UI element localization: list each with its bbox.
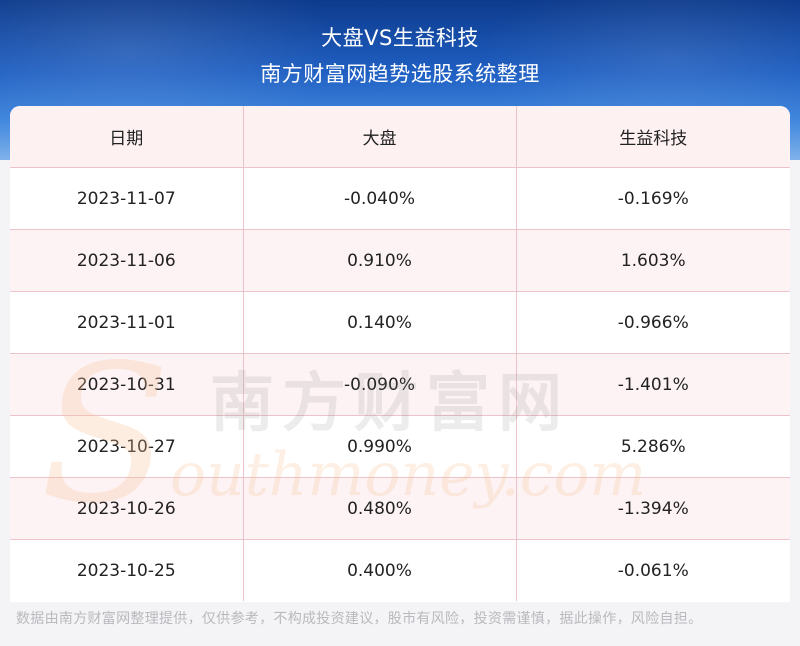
cell-market-change: -0.040%: [243, 167, 517, 230]
cell-market-change: 0.990%: [243, 415, 517, 478]
cell-date: 2023-11-01: [10, 291, 244, 354]
table-row: 2023-10-27 0.990% 5.286%: [10, 415, 790, 478]
table-row: 2023-11-06 0.910% 1.603%: [10, 229, 790, 292]
cell-market-change: 0.400%: [243, 539, 517, 601]
cell-date: 2023-10-27: [10, 415, 244, 478]
table-row: 2023-11-07 -0.040% -0.169%: [10, 167, 790, 230]
cell-date: 2023-11-06: [10, 229, 244, 292]
cell-stock-change: -0.061%: [516, 539, 790, 601]
cell-stock-change: -0.169%: [516, 167, 790, 230]
cell-market-change: -0.090%: [243, 353, 517, 416]
table-row: 2023-11-01 0.140% -0.966%: [10, 291, 790, 354]
cell-date: 2023-10-25: [10, 539, 244, 601]
disclaimer-footer: 数据由南方财富网整理提供，仅供参考，不构成投资建议，股市有风险，投资需谨慎，据此…: [16, 611, 703, 627]
comparison-table-card: 日期 大盘 生益科技 2023-11-07 -0.040% -0.169% 20…: [10, 106, 790, 602]
cell-market-change: 0.910%: [243, 229, 517, 292]
table-row: 2023-10-31 -0.090% -1.401%: [10, 353, 790, 416]
cell-date: 2023-11-07: [10, 167, 244, 230]
header-banner: 大盘VS生益科技 南方财富网趋势选股系统整理: [0, 0, 800, 160]
cell-market-change: 0.480%: [243, 477, 517, 540]
cell-stock-change: -1.394%: [516, 477, 790, 540]
cell-stock-change: 1.603%: [516, 229, 790, 292]
page-subtitle: 南方财富网趋势选股系统整理: [260, 62, 540, 86]
cell-stock-change: -0.966%: [516, 291, 790, 354]
comparison-table: 日期 大盘 生益科技 2023-11-07 -0.040% -0.169% 20…: [10, 106, 790, 601]
cell-date: 2023-10-26: [10, 477, 244, 540]
cell-stock-change: -1.401%: [516, 353, 790, 416]
cell-date: 2023-10-31: [10, 353, 244, 416]
column-header-date: 日期: [10, 106, 244, 168]
table-row: 2023-10-26 0.480% -1.394%: [10, 477, 790, 540]
column-header-market: 大盘: [243, 106, 517, 168]
table-row: 2023-10-25 0.400% -0.061%: [10, 539, 790, 601]
cell-stock-change: 5.286%: [516, 415, 790, 478]
page-title: 大盘VS生益科技: [321, 26, 479, 50]
table-header-row: 日期 大盘 生益科技: [10, 106, 790, 168]
column-header-stock: 生益科技: [516, 106, 790, 168]
cell-market-change: 0.140%: [243, 291, 517, 354]
